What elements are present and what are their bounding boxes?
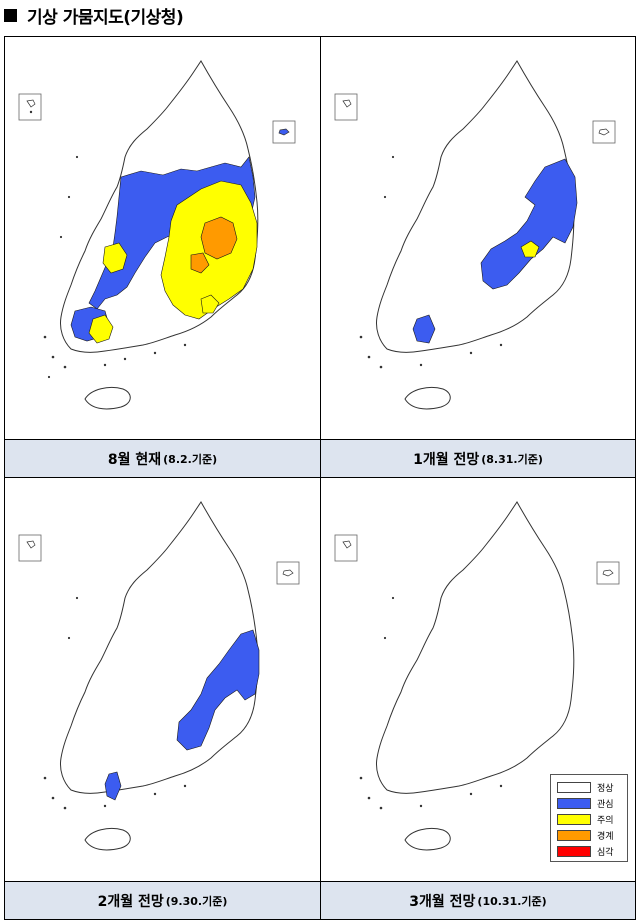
panel-title: 2개월 전망 [97, 893, 164, 910]
drought-legend: 정상 관심 주의 경계 심각 [550, 774, 628, 862]
legend-item: 주의 [557, 811, 621, 827]
legend-label: 주의 [597, 815, 614, 826]
ulleungdo-inset-box [18, 534, 42, 562]
panel-two-month: 2개월 전망 (9.30.기준) [5, 478, 320, 919]
korea-map-august [18, 60, 296, 410]
concern-region-southwest [412, 314, 436, 344]
korea-outline [60, 501, 259, 794]
inset-island-shape [342, 99, 352, 108]
map-three-month [321, 478, 635, 881]
panel-title: 1개월 전망 [413, 451, 480, 468]
grid-vertical-divider [320, 37, 321, 919]
panel-date: (10.31.기준) [477, 894, 547, 908]
korea-map-one-month [334, 60, 616, 410]
grid-horizontal-divider [5, 477, 635, 478]
legend-label: 경계 [597, 831, 614, 842]
inset-island-shape [26, 540, 36, 549]
drought-map-grid: 8월 현재 (8.2.기준) [4, 36, 636, 920]
bullet-square-icon [4, 8, 17, 22]
inset-island-shape [26, 99, 36, 108]
panel-august-current: 8월 현재 (8.2.기준) [5, 37, 320, 477]
korea-map-two-month [18, 501, 300, 851]
panel-caption-two-month: 2개월 전망 (9.30.기준) [5, 881, 320, 919]
warning-region-small [190, 252, 210, 274]
panel-date: (8.2.기준) [163, 452, 218, 466]
warning-region-center [200, 216, 238, 260]
legend-label: 심각 [597, 847, 614, 858]
legend-swatch [557, 797, 591, 809]
coastal-islands [359, 596, 503, 810]
legend-label: 정상 [597, 783, 614, 794]
legend-swatch [557, 781, 591, 793]
caution-region-south [88, 314, 114, 344]
dokdo-island-shape [598, 128, 610, 136]
dokdo-island-shape [282, 569, 294, 577]
concern-region-southwest [104, 771, 122, 801]
panel-title: 3개월 전망 [409, 893, 476, 910]
dokdo-inset-box [596, 561, 620, 585]
jeju-island [84, 386, 131, 410]
dokdo-island-shape [278, 128, 290, 136]
jeju-island [404, 827, 451, 851]
caution-region-center [520, 240, 540, 258]
coastal-islands [43, 155, 187, 379]
dokdo-inset-box [272, 120, 296, 144]
legend-item: 경계 [557, 827, 621, 843]
map-august-current [5, 37, 320, 439]
legend-item: 심각 [557, 843, 621, 859]
ulleungdo-inset-box [18, 93, 42, 121]
inset-island-shape [342, 540, 352, 549]
legend-swatch [557, 845, 591, 857]
concern-region-east [176, 629, 260, 751]
panel-caption-three-month: 3개월 전망 (10.31.기준) [321, 881, 635, 919]
panel-date: (8.31.기준) [481, 452, 543, 466]
caution-region-west [102, 242, 128, 274]
legend-swatch [557, 829, 591, 841]
page-title: 기상 가뭄지도(기상청) [27, 7, 184, 28]
map-two-month [5, 478, 320, 881]
map-one-month [321, 37, 635, 439]
coastal-islands [43, 596, 187, 810]
panel-title: 8월 현재 [107, 451, 162, 468]
dokdo-inset-box [276, 561, 300, 585]
legend-swatch [557, 813, 591, 825]
coastal-islands [359, 155, 503, 369]
dokdo-inset-box [592, 120, 616, 144]
jeju-island [404, 386, 451, 410]
caution-region-south-coast [200, 294, 220, 314]
concern-region-east [480, 158, 578, 290]
panel-one-month: 1개월 전망 (8.31.기준) [321, 37, 635, 477]
korea-map-three-month [334, 501, 620, 851]
inset-islet-dot [29, 110, 33, 114]
jeju-island [84, 827, 131, 851]
legend-item: 관심 [557, 795, 621, 811]
ulleungdo-inset-box [334, 93, 358, 121]
panel-date: (9.30.기준) [165, 894, 228, 908]
legend-label: 관심 [597, 799, 614, 810]
dokdo-island-shape [602, 569, 614, 577]
legend-item: 정상 [557, 779, 621, 795]
panel-three-month: 3개월 전망 (10.31.기준) [321, 478, 635, 919]
panel-caption-august: 8월 현재 (8.2.기준) [5, 439, 320, 477]
korea-outline [376, 501, 575, 794]
ulleungdo-inset-box [334, 534, 358, 562]
panel-caption-one-month: 1개월 전망 (8.31.기준) [321, 439, 635, 477]
page-heading: 기상 가뭄지도(기상청) [4, 2, 184, 28]
